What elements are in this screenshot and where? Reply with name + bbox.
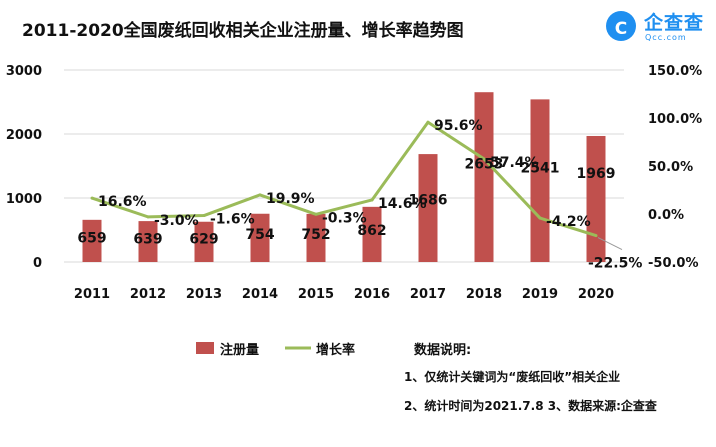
right-axis-ticks: -50.0% 0.0% 50.0% 100.0% 150.0% (648, 64, 702, 271)
growth-line (91, 120, 597, 238)
bar-label-2013: 629 (189, 232, 218, 248)
growth-point-2012 (146, 215, 150, 219)
left-tick-label-1: 1000 (6, 192, 42, 207)
x-tick-label-0: 2011 (74, 287, 110, 302)
x-tick-label-3: 2014 (242, 287, 278, 302)
growth-label-2018: 57.4% (490, 155, 539, 171)
right-tick-label-2: 50.0% (648, 160, 693, 175)
growth-label-2013: -1.6% (210, 212, 255, 228)
bar-label-2017: 1686 (409, 192, 448, 208)
line-series (90, 120, 623, 251)
notes-heading: 数据说明: (414, 342, 471, 358)
growth-label-2017: 95.6% (434, 118, 483, 134)
growth-label-2014: 19.9% (266, 191, 315, 207)
growth-point-2018 (482, 157, 486, 161)
brand-logo-icon: C (606, 11, 636, 41)
left-tick-label-0: 0 (33, 256, 42, 271)
growth-label-2019: -4.2% (546, 214, 591, 230)
brand-domain: Qcc.com (645, 33, 687, 42)
x-tick-label-6: 2017 (410, 287, 446, 302)
growth-point-2013 (202, 214, 206, 218)
bar-2014 (250, 213, 270, 262)
growth-label-2016: 14.6% (378, 196, 427, 212)
left-axis-ticks: 0 1000 2000 3000 (6, 64, 42, 271)
bar-2013 (194, 221, 214, 262)
growth-point-2016 (370, 198, 374, 202)
bar-label-2012: 639 (133, 231, 162, 247)
bar-2020 (586, 135, 606, 262)
bar-2011 (82, 219, 102, 262)
notes: 数据说明: 1、仅统计关键词为“废纸回收”相关企业 2、统计时间为2021.7.… (404, 342, 658, 413)
bar-label-2016: 862 (357, 223, 386, 239)
bar-label-2014: 754 (245, 227, 274, 243)
legend-bar-label: 注册量 (220, 342, 259, 358)
growth-label-2011: 16.6% (98, 194, 147, 210)
growth-label-2015: -0.3% (322, 210, 367, 226)
x-tick-label-1: 2012 (130, 287, 166, 302)
bar-label-2015: 752 (301, 227, 330, 243)
x-tick-label-2: 2013 (186, 287, 222, 302)
bar-2018 (474, 92, 494, 262)
right-tick-label-3: 100.0% (648, 112, 702, 127)
x-axis-ticks: 2011 2012 2013 2014 2015 2016 2017 2018 2019 2020 (74, 287, 614, 302)
notes-line-1: 1、仅统计关键词为“废纸回收”相关企业 (404, 369, 620, 384)
left-tick-label-2: 2000 (6, 128, 42, 143)
bar-label-2018: 2653 (465, 157, 504, 173)
x-tick-label-7: 2018 (466, 287, 502, 302)
x-tick-label-8: 2019 (522, 287, 558, 302)
right-tick-label-4: 150.0% (648, 64, 702, 79)
x-tick-label-5: 2016 (354, 287, 390, 302)
growth-point-2017 (426, 120, 430, 124)
bar-series (82, 92, 606, 262)
bar-2012 (138, 221, 158, 262)
brand-logo-initial: C (614, 19, 628, 39)
x-tick-label-9: 2020 (578, 287, 614, 302)
legend-bar-swatch (196, 342, 214, 354)
growth-point-2011 (90, 196, 94, 200)
x-tick-label-4: 2015 (298, 287, 334, 302)
brand-name: 企查查 (644, 12, 705, 34)
bar-2016 (362, 206, 382, 262)
chart-title: 2011-2020全国废纸回收相关企业注册量、增长率趋势图 (22, 20, 464, 41)
bar-2019 (530, 99, 550, 262)
growth-point-2019 (538, 216, 542, 220)
legend-line-label: 增长率 (316, 342, 355, 358)
growth-point-2015 (314, 212, 318, 216)
notes-line-2: 2、统计时间为2021.7.8 3、数据来源:企查查 (404, 398, 658, 413)
brand-logo: C 企查查 Qcc.com (606, 8, 710, 48)
bar-2017 (418, 154, 438, 262)
growth-label-2012: -3.0% (154, 213, 199, 229)
growth-label-2020: -22.5% (588, 256, 642, 272)
left-tick-label-3: 3000 (6, 64, 42, 79)
bar-2015 (306, 213, 326, 262)
growth-label-leader (597, 237, 623, 251)
right-tick-label-0: -50.0% (648, 256, 699, 271)
legend: 注册量 增长率 (196, 342, 355, 358)
right-tick-label-1: 0.0% (648, 208, 684, 223)
bar-label-2011: 659 (77, 231, 106, 247)
bar-label-2019: 2541 (521, 161, 560, 177)
bar-label-2020: 1969 (577, 166, 616, 182)
growth-point-2020 (594, 234, 598, 238)
growth-point-2014 (258, 193, 262, 197)
